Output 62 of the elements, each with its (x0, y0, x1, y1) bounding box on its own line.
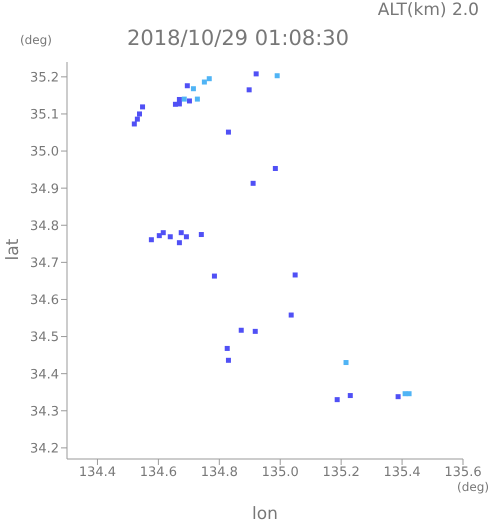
point (246, 87, 252, 92)
text: (deg) (20, 33, 52, 47)
point (334, 397, 340, 402)
x-tick-label: 135.2 (322, 465, 360, 480)
y-tick-label: 34.8 (30, 218, 59, 234)
y-axis-title: lat (3, 238, 24, 260)
point (184, 83, 190, 88)
point (194, 96, 200, 102)
point (226, 130, 231, 135)
point (224, 346, 230, 351)
point (134, 116, 140, 122)
y-tick-label: 35.1 (30, 108, 59, 123)
point (250, 180, 256, 186)
y-tick-label: 34.6 (30, 293, 59, 308)
x-axis-title: lon (252, 504, 278, 521)
point (148, 237, 154, 242)
point (226, 358, 231, 363)
point (252, 328, 258, 334)
point (132, 121, 137, 126)
x-tick-label: 134.6 (140, 465, 177, 480)
y-tick-label: 34.7 (30, 256, 59, 271)
point (176, 240, 182, 246)
point (160, 230, 166, 236)
point (396, 394, 401, 400)
point (292, 272, 298, 278)
point (176, 96, 182, 102)
point (274, 73, 280, 78)
point (190, 86, 196, 92)
point (344, 360, 349, 366)
y-tick-label: 35.2 (30, 70, 59, 86)
point (272, 166, 278, 171)
point (254, 71, 259, 76)
point (178, 230, 184, 236)
x-tick-label: 134.8 (200, 465, 238, 480)
chart-title: 2018/10/29 01:08:30 (127, 26, 350, 50)
y-tick-label: 34.2 (30, 441, 59, 456)
point (288, 312, 294, 318)
text: (deg) (457, 480, 489, 494)
point (402, 391, 408, 396)
x-tick-label: 135.0 (262, 465, 299, 480)
point (212, 274, 217, 279)
point (186, 98, 192, 104)
point (348, 393, 353, 398)
point (184, 234, 189, 240)
point (168, 234, 173, 240)
point (238, 328, 244, 333)
y-tick-label: 35.0 (30, 144, 59, 160)
point (140, 104, 146, 110)
y-tick-label: 34.4 (30, 367, 59, 382)
chart-subtitle: ALT(km) 2.0 (378, 0, 479, 20)
y-tick-label: 34.3 (30, 404, 59, 420)
point (182, 96, 187, 102)
point (206, 76, 212, 82)
x-tick-label: 135.6 (444, 465, 482, 480)
point (202, 80, 207, 85)
point (137, 111, 142, 116)
point (156, 233, 162, 238)
y-tick-label: 34.9 (30, 182, 59, 197)
x-tick-label: 135.4 (383, 465, 421, 480)
point (198, 232, 204, 238)
x-tick-label: 134.4 (78, 465, 116, 480)
y-tick-label: 34.5 (30, 330, 59, 346)
